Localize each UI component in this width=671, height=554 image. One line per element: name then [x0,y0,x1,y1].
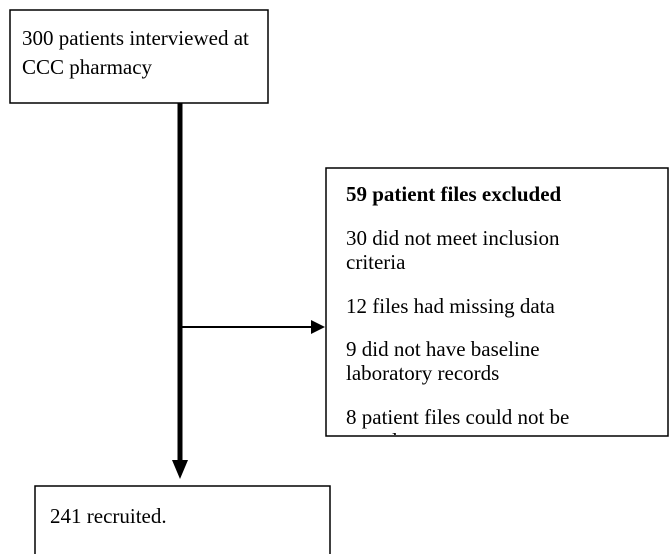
excluded-content: 59 patient files excluded 30 did not mee… [346,182,569,453]
excluded-title: 59 patient files excluded [346,182,562,206]
excluded-item: criteria [346,250,406,274]
arrowhead [172,460,188,479]
bottom-box [34,485,331,554]
excluded-item: 30 did not meet inclusion [346,226,560,250]
excluded-item: 12 files had missing data [346,294,555,318]
excluded-item: laboratory records [346,361,499,385]
top-line: CCC pharmacy [22,55,153,79]
excluded-item: traced [346,429,398,453]
bottom-line: 241 recruited. [50,504,167,528]
arrowhead [311,320,325,334]
excluded-item: 8 patient files could not be [346,405,569,429]
top-line: 300 patients interviewed at [22,26,249,50]
excluded-item: 9 did not have baseline [346,337,540,361]
excluded-box [325,167,669,437]
top-box [9,9,269,104]
